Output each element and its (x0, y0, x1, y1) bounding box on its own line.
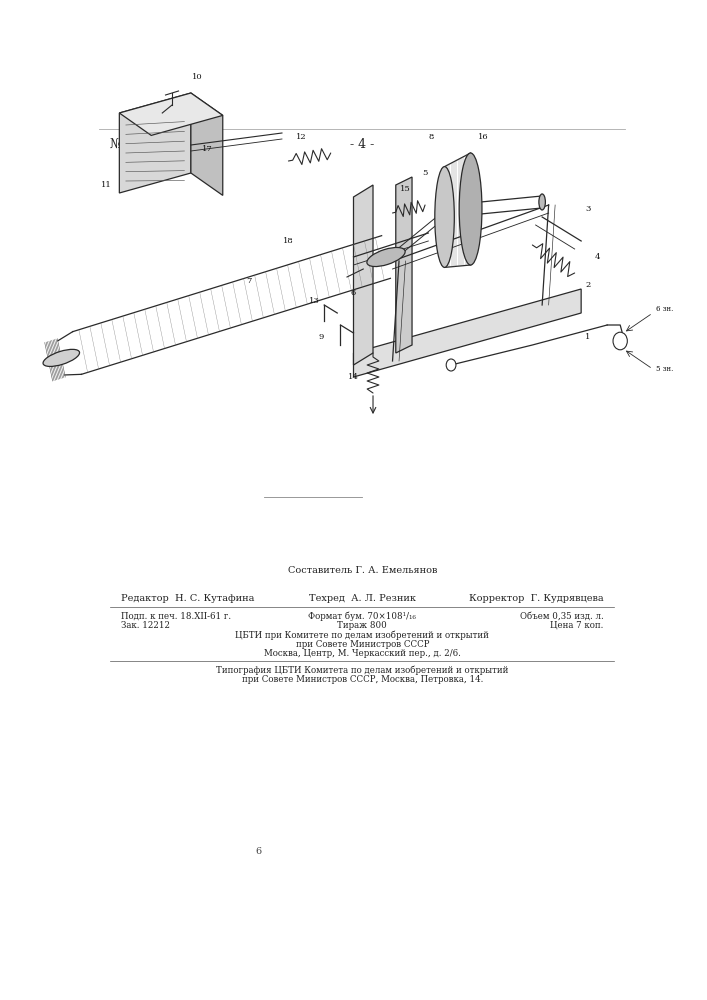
Text: 6 зн.: 6 зн. (656, 305, 673, 313)
Text: Техред  А. Л. Резник: Техред А. Л. Резник (309, 594, 416, 603)
Text: 5 зн.: 5 зн. (656, 365, 673, 373)
Text: 8: 8 (429, 133, 434, 141)
Ellipse shape (367, 247, 405, 267)
Text: Цена 7 коп.: Цена 7 коп. (550, 621, 604, 630)
Text: 14: 14 (348, 373, 359, 381)
Text: Редактор  Н. С. Кутафина: Редактор Н. С. Кутафина (122, 594, 255, 603)
Circle shape (613, 332, 627, 350)
Text: 3: 3 (585, 205, 590, 213)
Text: 6: 6 (255, 847, 262, 856)
Text: при Совете Министров СССР: при Совете Министров СССР (296, 640, 429, 649)
Text: Формат бум. 70×108¹/₁₆: Формат бум. 70×108¹/₁₆ (308, 611, 416, 621)
Ellipse shape (43, 349, 80, 366)
Ellipse shape (435, 167, 455, 267)
Text: - 4 -: - 4 - (350, 138, 375, 151)
Polygon shape (354, 289, 581, 377)
Polygon shape (396, 177, 412, 353)
Text: Тираж 800: Тираж 800 (337, 621, 387, 630)
Text: 17: 17 (201, 145, 213, 153)
Text: 4: 4 (595, 253, 600, 261)
Text: № 141503: № 141503 (110, 138, 174, 151)
Text: 5: 5 (422, 169, 428, 177)
Polygon shape (191, 93, 223, 195)
Text: Типография ЦБТИ Комитета по делам изобретений и открытий: Типография ЦБТИ Комитета по делам изобре… (216, 665, 508, 675)
Polygon shape (354, 185, 373, 365)
Text: Объем 0,35 изд. л.: Объем 0,35 изд. л. (520, 611, 604, 620)
Text: Москва, Центр, М. Черкасский пер., д. 2/6.: Москва, Центр, М. Черкасский пер., д. 2/… (264, 649, 461, 658)
Text: при Совете Министров СССР, Москва, Петровка, 14.: при Совете Министров СССР, Москва, Петро… (242, 675, 483, 684)
Text: 15: 15 (400, 185, 411, 193)
Ellipse shape (539, 194, 545, 210)
Text: ЦБТИ при Комитете по делам изобретений и открытий: ЦБТИ при Комитете по делам изобретений и… (235, 630, 489, 640)
Text: 18: 18 (283, 237, 294, 245)
Text: 13: 13 (309, 297, 320, 305)
Circle shape (446, 359, 456, 371)
Text: Подп. к печ. 18.XII-61 г.: Подп. к печ. 18.XII-61 г. (122, 611, 231, 620)
Text: Составитель Г. А. Емельянов: Составитель Г. А. Емельянов (288, 566, 437, 575)
Text: Корректор  Г. Кудрявцева: Корректор Г. Кудрявцева (469, 594, 604, 603)
Polygon shape (119, 93, 223, 135)
Text: Зак. 12212: Зак. 12212 (122, 621, 170, 630)
Polygon shape (119, 93, 191, 193)
Text: 10: 10 (192, 73, 203, 81)
Text: 6: 6 (351, 289, 356, 297)
Ellipse shape (460, 153, 482, 265)
Text: 11: 11 (101, 181, 112, 189)
Text: 2: 2 (585, 281, 590, 289)
Text: 1: 1 (585, 333, 590, 341)
Text: 7: 7 (247, 277, 252, 285)
Text: 9: 9 (318, 333, 324, 341)
Text: 12: 12 (296, 133, 307, 141)
Text: 16: 16 (478, 133, 489, 141)
